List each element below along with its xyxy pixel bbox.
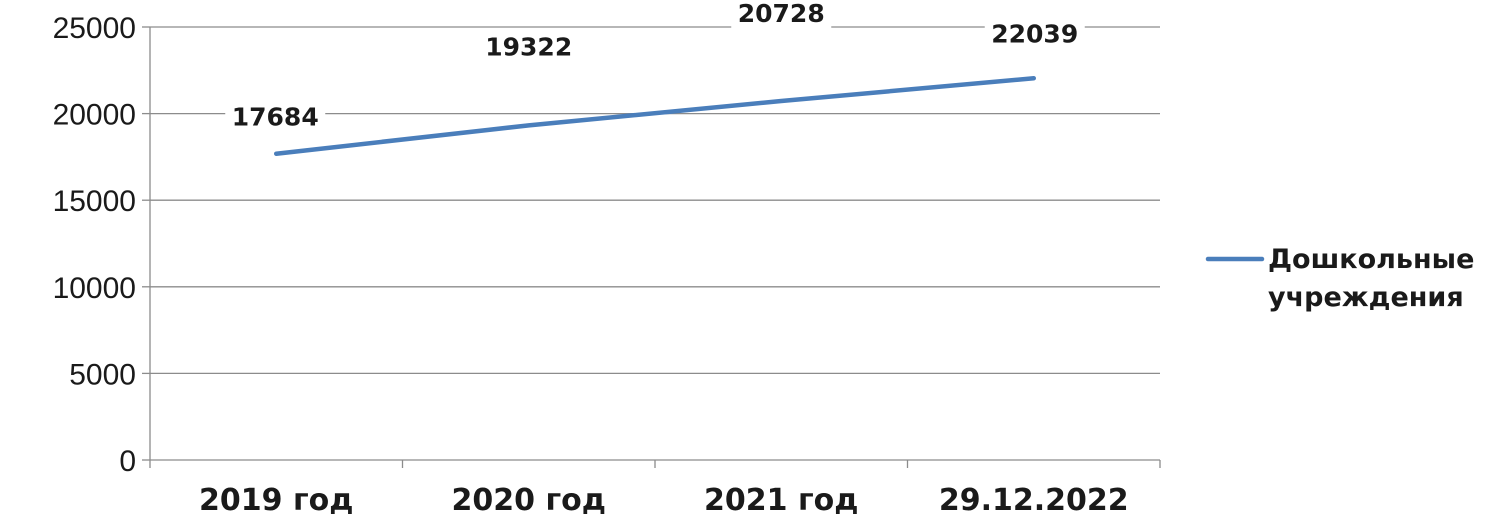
data-label-3: 22039 — [991, 19, 1078, 48]
x-tick-label-2: 2021 год — [704, 483, 858, 518]
data-labels: 17684 19322 20728 22039 — [225, 0, 1085, 134]
series-lines — [274, 76, 1036, 156]
x-tick-label-1: 2020 год — [452, 483, 606, 518]
legend-label-0-line-1: учреждения — [1268, 282, 1464, 313]
y-tick-label-5000: 5000 — [69, 358, 136, 391]
data-label-0: 17684 — [232, 103, 319, 132]
series-line-0 — [274, 76, 1036, 156]
data-label-background-0 — [225, 101, 326, 134]
data-label-background-3 — [984, 18, 1085, 51]
axes — [142, 26, 1161, 468]
x-tick-label-0: 2019 год — [199, 483, 353, 518]
legend-label-0-line-0: Дошкольные — [1268, 244, 1474, 275]
data-label-2: 20728 — [738, 0, 825, 28]
data-label-background-1 — [478, 31, 579, 64]
legend: Дошкольные учреждения — [1205, 244, 1474, 313]
data-label-1: 19322 — [485, 32, 572, 61]
y-axis-tick-labels: 0 5000 10000 15000 20000 25000 — [53, 12, 136, 478]
y-tick-label-25000: 25000 — [53, 12, 136, 45]
y-tick-label-0: 0 — [119, 445, 136, 478]
x-tick-label-3: 29.12.2022 — [939, 483, 1129, 518]
data-label-background-2 — [731, 0, 832, 30]
x-axis-tick-labels: 2019 год 2020 год 2021 год 29.12.2022 — [199, 483, 1129, 518]
y-tick-label-10000: 10000 — [53, 272, 136, 305]
y-tick-label-15000: 15000 — [53, 185, 136, 218]
y-tick-label-20000: 20000 — [53, 99, 136, 132]
